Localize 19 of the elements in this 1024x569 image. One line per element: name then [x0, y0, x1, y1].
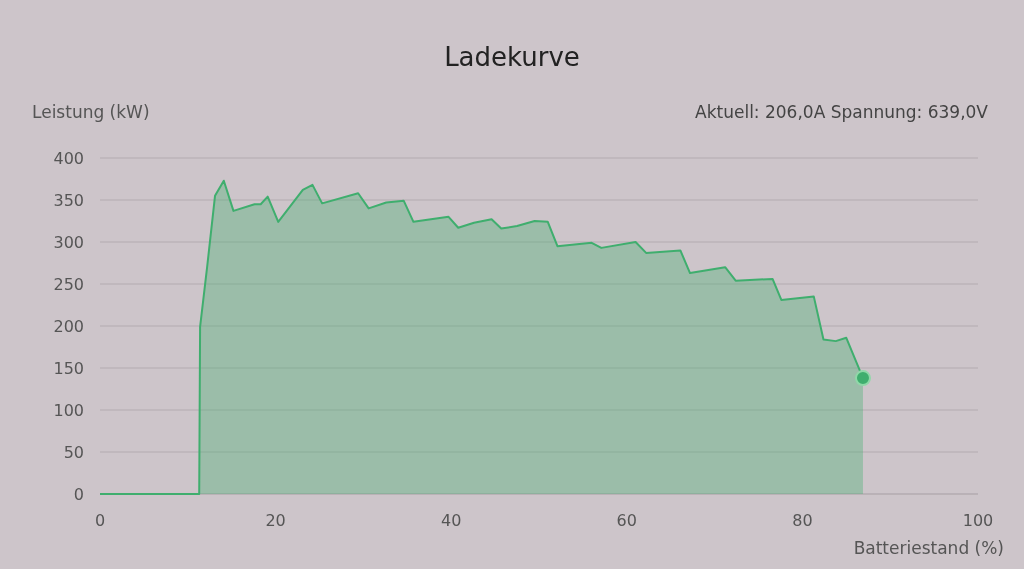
y-tick-label: 100 — [53, 400, 84, 420]
y-axis-title: Leistung (kW) — [32, 102, 150, 122]
y-tick-label: 50 — [63, 442, 84, 462]
y-tick-label: 150 — [53, 358, 84, 378]
x-tick-label: 80 — [792, 511, 813, 530]
x-tick-label: 60 — [616, 511, 637, 530]
y-tick-label: 350 — [53, 190, 84, 210]
chart-title: Ladekurve — [444, 42, 580, 72]
y-tick-label: 250 — [53, 274, 84, 294]
y-tick-label: 200 — [53, 316, 84, 336]
x-tick-label: 40 — [441, 511, 462, 530]
text: Aktuell: 206,0A Spannung: 639,0V — [695, 102, 989, 122]
y-tick-label: 0 — [73, 484, 84, 504]
x-tick-label: 0 — [94, 511, 106, 530]
x-tick-label: 20 — [265, 511, 286, 530]
x-axis-title: Batteriestand (%) — [853, 538, 1004, 558]
y-tick-label: 400 — [53, 148, 84, 168]
x-tick-label: 100 — [962, 511, 994, 530]
y-tick-label: 300 — [53, 232, 84, 252]
